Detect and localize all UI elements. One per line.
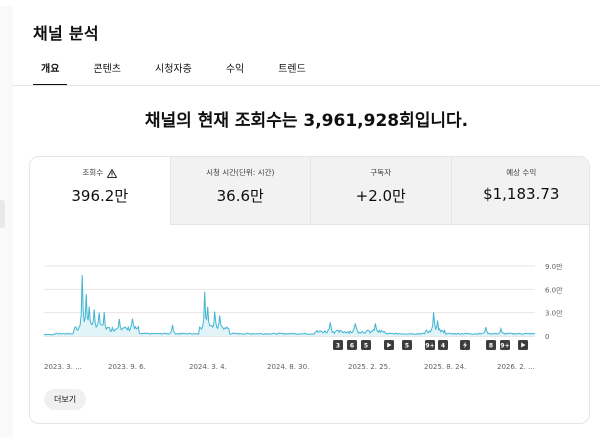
- svg-text:5: 5: [364, 342, 368, 349]
- metric-watch-time[interactable]: 시청 시간(단위: 시간) 36.6만: [169, 157, 310, 225]
- series-area: [44, 275, 535, 336]
- metric-views-label: 조회수: [82, 168, 104, 177]
- event-marker-video[interactable]: [518, 340, 528, 350]
- y-tick-label: 9.0만: [545, 262, 563, 271]
- metric-revenue[interactable]: 예상 수익 $1,183.73: [450, 157, 589, 225]
- tabs-divider: [13, 85, 600, 86]
- y-tick-label: 0: [545, 333, 549, 341]
- tab-revenue[interactable]: 수익: [225, 64, 245, 75]
- metric-views-value: 396.2만: [71, 187, 129, 205]
- event-marker-shorts[interactable]: [460, 340, 470, 350]
- page-title: 채널 분석: [33, 24, 99, 43]
- tab-audience[interactable]: 시청자층: [155, 64, 192, 75]
- tab-trends[interactable]: 트렌드: [278, 64, 306, 75]
- views-line-chart[interactable]: 9.0만 6.0만 3.0만 0 3 6 5 5 9+ 4 8 9+ 2023. 3. ... 2023.…: [30, 241, 590, 373]
- svg-text:8: 8: [489, 342, 493, 349]
- event-marker-number[interactable]: 6: [347, 340, 357, 350]
- x-tick-label: 2025. 2. 25.: [348, 363, 390, 371]
- svg-text:3: 3: [336, 342, 340, 349]
- x-tick-label: 2023. 9. 6.: [108, 363, 146, 371]
- tab-bar: 개요 콘텐츠 시청자층 수익 트렌드: [33, 60, 332, 92]
- metric-subscribers-label: 구독자: [370, 168, 392, 177]
- x-tick-label: 2026. 2. ...: [497, 363, 535, 371]
- metric-subscribers-value: +2.0만: [355, 187, 406, 205]
- svg-text:6: 6: [350, 342, 354, 349]
- x-tick-label: 2023. 3. ...: [44, 363, 82, 371]
- event-marker-number[interactable]: 9+: [500, 340, 510, 350]
- metric-watch-time-value: 36.6만: [216, 187, 264, 205]
- views-headline: 채널의 현재 조회수는 3,961,928회입니다.: [144, 111, 469, 131]
- y-tick-label: 3.0만: [545, 309, 563, 318]
- event-marker-number[interactable]: 5: [361, 340, 371, 350]
- analytics-page: 채널 분석 개요 콘텐츠 시청자층 수익 트렌드 채널의 현재 조회수는 3,9…: [13, 6, 600, 437]
- event-marker-number[interactable]: 9+: [425, 340, 435, 350]
- metric-revenue-value: $1,183.73: [483, 185, 560, 203]
- x-tick-label: 2024. 3. 4.: [189, 363, 227, 371]
- svg-text:9+: 9+: [425, 342, 434, 349]
- event-marker-number[interactable]: 3: [333, 340, 343, 350]
- top-bar: [0, 0, 600, 6]
- more-button[interactable]: 더보기: [44, 389, 87, 410]
- event-marker-number[interactable]: 5: [402, 340, 412, 350]
- metric-views[interactable]: 조회수 396.2만: [30, 157, 170, 225]
- event-marker-number[interactable]: 8: [486, 340, 496, 350]
- svg-text:5: 5: [405, 342, 409, 349]
- metrics-card: 조회수 396.2만 시청 시간(단위: 시간) 36.6만 구독자 +2.0만: [29, 156, 590, 424]
- svg-text:4: 4: [441, 342, 445, 349]
- y-tick-label: 6.0만: [545, 285, 563, 294]
- tab-content[interactable]: 콘텐츠: [93, 64, 122, 75]
- series-line-views: [43, 274, 536, 336]
- tab-overview[interactable]: 개요: [33, 60, 68, 88]
- event-marker-video[interactable]: [384, 340, 394, 350]
- metric-subscribers[interactable]: 구독자 +2.0만: [310, 157, 451, 225]
- x-tick-label: 2025. 8. 24.: [424, 363, 466, 371]
- svg-text:9+: 9+: [500, 342, 509, 349]
- metric-revenue-label: 예상 수익: [506, 168, 537, 177]
- warning-icon[interactable]: [107, 168, 118, 178]
- metric-watch-time-label: 시청 시간(단위: 시간): [206, 168, 275, 177]
- event-marker-number[interactable]: 4: [438, 340, 448, 350]
- x-tick-label: 2024. 8. 30.: [267, 363, 309, 371]
- metric-tabs: 조회수 396.2만 시청 시간(단위: 시간) 36.6만 구독자 +2.0만: [30, 157, 589, 225]
- sidebar-edge[interactable]: [0, 200, 5, 228]
